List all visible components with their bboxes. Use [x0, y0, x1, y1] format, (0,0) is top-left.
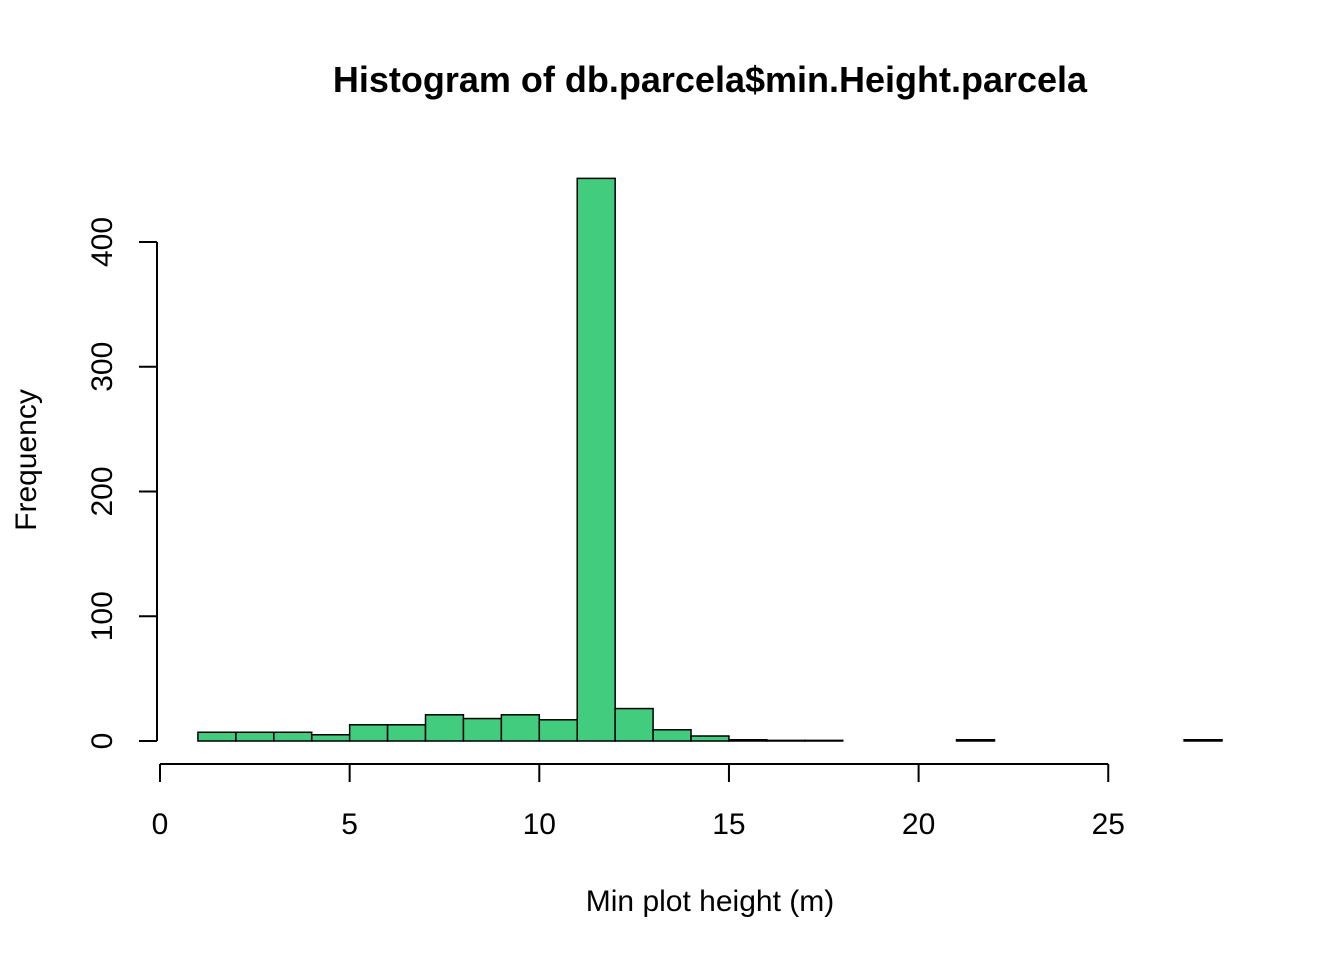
histogram-bar-9: [538, 719, 578, 742]
y-tick-label-100: 100: [86, 591, 119, 641]
histogram-bar-20: [955, 739, 996, 742]
histogram-bar-5: [386, 724, 427, 742]
x-axis: 0 5 10 15 20 25: [152, 763, 1125, 841]
histogram-bar-6: [424, 714, 465, 742]
histogram-bar-14: [728, 739, 768, 742]
histogram-bar-10: [576, 177, 616, 742]
x-tick-label-15: 15: [712, 808, 745, 841]
x-axis-label: Min plot height (m): [586, 885, 834, 918]
histogram-bar-11: [614, 707, 654, 742]
chart-title: Histogram of db.parcela$min.Height.parce…: [333, 59, 1088, 100]
histogram-bar-4: [348, 724, 389, 742]
histogram-bar-7: [462, 717, 503, 742]
histogram-bar-26: [1183, 739, 1223, 742]
y-tick-label-400: 400: [86, 217, 119, 267]
histogram-bar-8: [500, 714, 541, 742]
histogram-bar-0: [197, 731, 237, 742]
histogram-bar-3: [310, 734, 351, 742]
bars-group: [197, 177, 1223, 742]
y-axis: 0 100 200 300 400: [86, 217, 158, 750]
y-tick-label-300: 300: [86, 342, 119, 392]
x-tick-label-20: 20: [902, 808, 935, 841]
x-tick-label-0: 0: [152, 808, 169, 841]
histogram-bar-1: [235, 731, 275, 742]
histogram-bar-12: [652, 729, 692, 742]
histogram-bar-16: [804, 739, 844, 742]
histogram-bar-13: [690, 735, 730, 742]
x-tick-label-25: 25: [1092, 808, 1125, 841]
y-tick-label-0: 0: [86, 733, 119, 750]
y-axis-label: Frequency: [10, 389, 43, 531]
x-tick-label-5: 5: [341, 808, 358, 841]
y-tick-label-200: 200: [86, 466, 119, 516]
histogram-bar-15: [766, 739, 806, 742]
histogram-bar-2: [273, 731, 313, 742]
x-tick-label-10: 10: [523, 808, 556, 841]
